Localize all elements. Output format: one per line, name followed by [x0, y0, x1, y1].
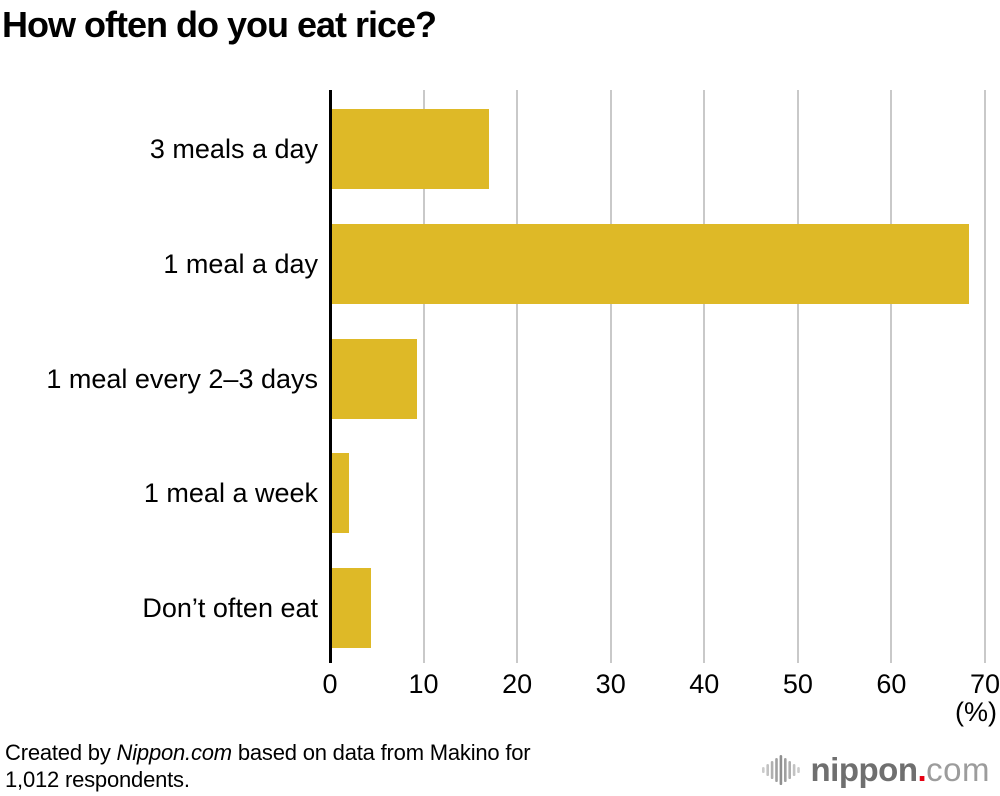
- gridline-x-30: [609, 90, 612, 663]
- category-label-5: Don’t often eat: [142, 593, 318, 623]
- bar-5: [332, 568, 372, 648]
- chart-title: How often do you eat rice?: [2, 4, 437, 45]
- tick-label-30: 30: [595, 669, 626, 699]
- category-label-2: 1 meal a day: [163, 249, 318, 279]
- waveform-icon: [761, 755, 800, 785]
- logo-dot: .: [917, 751, 927, 788]
- category-label-4: 1 meal a week: [143, 478, 318, 508]
- x-axis-unit-label: (%): [955, 697, 997, 727]
- tick-label-0: 0: [322, 669, 338, 699]
- tick-label-60: 60: [876, 669, 907, 699]
- logo-tld: com: [926, 751, 990, 788]
- gridline-x-70: [984, 90, 986, 663]
- bar-4: [332, 453, 349, 533]
- logo-text: nippon.com: [811, 748, 990, 792]
- nippon-logo: nippon.com: [761, 748, 990, 792]
- gridline-x-40: [703, 90, 706, 663]
- credit-line1-rest: based on data from Makino for: [231, 740, 531, 765]
- tick-label-20: 20: [502, 669, 533, 699]
- category-label-1: 3 meals a day: [149, 134, 318, 164]
- gridline-x-60: [890, 90, 893, 663]
- tick-label-50: 50: [782, 669, 813, 699]
- bar-3: [332, 339, 418, 419]
- category-labels: 3 meals a day 1 meal a day 1 meal every 2–…: [0, 90, 318, 663]
- y-axis-line: [329, 90, 332, 663]
- credit-line2: 1,012 respondents.: [5, 767, 190, 792]
- tick-label-10: 10: [408, 669, 439, 699]
- bar-1: [332, 109, 490, 189]
- plot-area: [329, 90, 986, 663]
- bar-2: [332, 224, 970, 304]
- gridline-x-50: [796, 90, 799, 663]
- x-axis-tick-labels: 0 10 20 30 40 50 60 70: [322, 669, 1000, 700]
- logo-name: nippon: [810, 751, 918, 788]
- gridline-x-20: [516, 90, 519, 663]
- credit-brand: Nippon.com: [116, 740, 233, 765]
- credit-prefix: Created by: [5, 740, 117, 765]
- category-label-3: 1 meal every 2–3 days: [46, 364, 318, 394]
- tick-label-70: 70: [969, 669, 1000, 699]
- gridline-x-10: [422, 90, 425, 663]
- tick-label-40: 40: [689, 669, 720, 699]
- source-credit: Created by Nippon.com based on data from…: [5, 739, 531, 793]
